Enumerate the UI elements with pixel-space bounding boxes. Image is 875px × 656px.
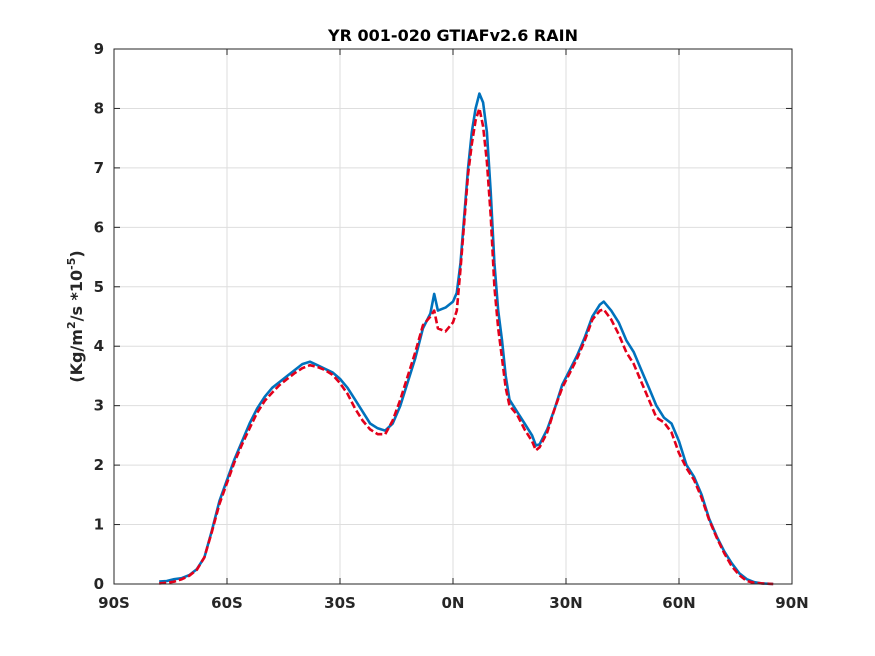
y-tick-label: 2	[94, 456, 104, 474]
y-label-main: (Kg/m	[67, 329, 86, 383]
y-label-sup2: -5	[65, 258, 78, 270]
y-axis-tick-labels: 0 1 2 3 4 5 6 7 8 9	[94, 40, 104, 593]
x-tick-label: 30N	[549, 594, 582, 612]
series-line-1	[159, 92, 774, 586]
x-tick-label: 60N	[662, 594, 695, 612]
y-axis-label: (Kg/m2/s *10-5)	[65, 250, 86, 382]
y-tick-label: 3	[94, 397, 104, 415]
chart-title: YR 001-020 GTIAFv2.6 RAIN	[327, 26, 578, 45]
y-tick-label: 0	[94, 575, 104, 593]
y-label-mid: /s *10	[67, 270, 86, 322]
y-tick-label: 6	[94, 218, 104, 236]
axis-ticks	[113, 48, 793, 585]
x-axis-tick-labels: 90S 60S 30S 0N 30N 60N 90N	[98, 594, 809, 612]
x-tick-label: 0N	[442, 594, 465, 612]
y-tick-label: 1	[94, 516, 104, 534]
x-tick-label: 60S	[211, 594, 243, 612]
x-tick-label: 90N	[775, 594, 808, 612]
series-line-2	[159, 107, 774, 586]
y-label-sup1: 2	[65, 321, 78, 329]
y-tick-label: 7	[94, 159, 104, 177]
y-tick-label: 4	[94, 337, 104, 355]
x-tick-label: 30S	[324, 594, 356, 612]
y-tick-label: 9	[94, 40, 104, 58]
x-tick-label: 90S	[98, 594, 130, 612]
y-tick-label: 5	[94, 278, 104, 296]
series-layer	[159, 92, 774, 586]
y-label-end: )	[67, 250, 86, 257]
y-tick-label: 8	[94, 99, 104, 117]
